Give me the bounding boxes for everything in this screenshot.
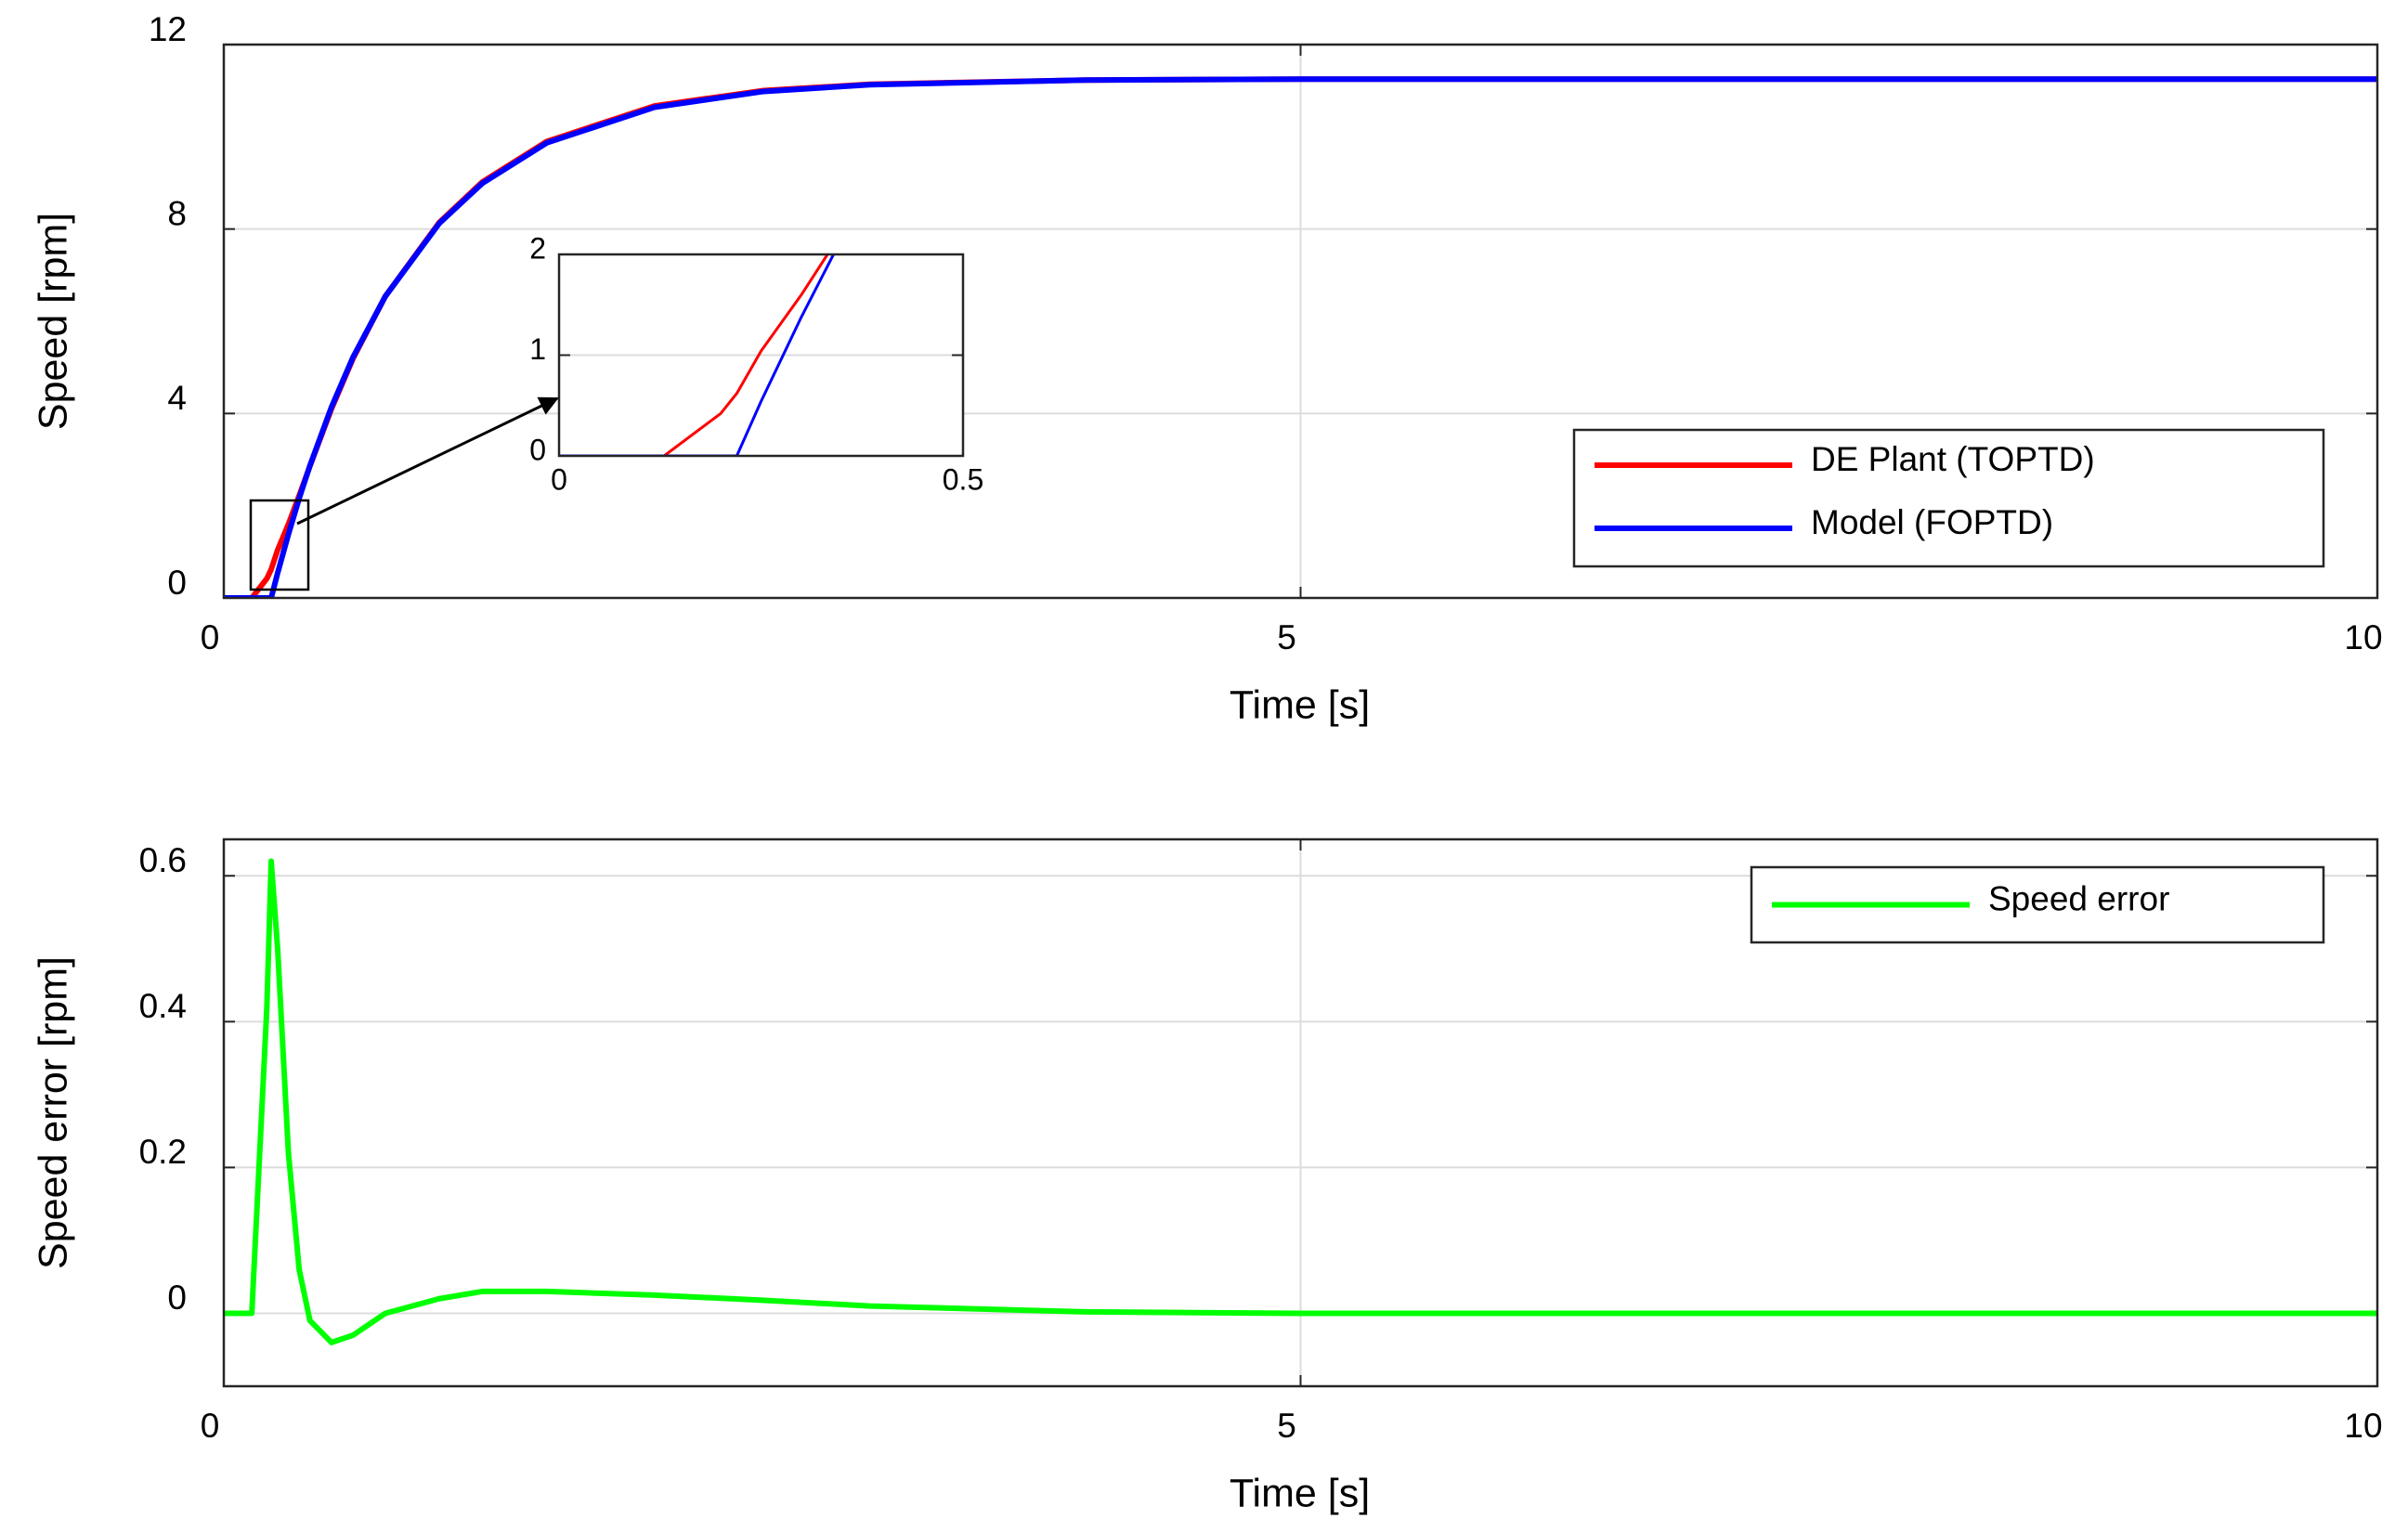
x-tick-label: 5 bbox=[1277, 1407, 1296, 1445]
y-tick-label: 2 bbox=[529, 231, 546, 265]
axes-frame bbox=[222, 43, 2379, 600]
y-tick-label: 8 bbox=[167, 194, 187, 232]
y-tick-label: 0 bbox=[529, 433, 546, 466]
legend-box bbox=[1572, 428, 2325, 568]
zoom-box bbox=[249, 499, 310, 591]
inset-chart: 0 1 2 0 0.5 bbox=[529, 231, 983, 496]
axes-frame bbox=[222, 837, 2379, 1388]
lines bbox=[224, 76, 2377, 598]
legend: DE Plant (TOPTD) Model (FOPTD) bbox=[1572, 428, 2325, 568]
data-line bbox=[559, 254, 829, 456]
x-tick-label: 0 bbox=[201, 1407, 220, 1445]
y-axis-label: Speed [rpm] bbox=[31, 213, 75, 430]
y-tick-label: 0 bbox=[167, 1279, 187, 1317]
legend-label: Speed error bbox=[1988, 879, 2169, 917]
lines bbox=[224, 858, 2377, 1345]
x-axis-label: Time [s] bbox=[1230, 682, 1370, 727]
y-tick-label: 1 bbox=[529, 332, 546, 366]
y-axis-label: Speed error [rpm] bbox=[31, 956, 75, 1269]
x-tick-label: 0.5 bbox=[943, 462, 983, 496]
y-tick-label: 0.6 bbox=[139, 841, 187, 879]
x-tick-label: 0 bbox=[201, 618, 220, 656]
x-tick-label: 0 bbox=[551, 462, 567, 496]
axes-frame bbox=[557, 253, 965, 458]
x-tick-label: 5 bbox=[1277, 618, 1296, 656]
y-tick-label: 0.2 bbox=[139, 1133, 187, 1171]
data-line bbox=[224, 858, 2377, 1345]
data-line bbox=[559, 254, 836, 456]
y-tick-label: 12 bbox=[149, 10, 187, 48]
legend-label: Model (FOPTD) bbox=[1811, 503, 2053, 541]
y-tick-label: 0.4 bbox=[139, 987, 187, 1025]
y-tick-label: 4 bbox=[167, 379, 187, 417]
data-line bbox=[224, 76, 2377, 598]
zoom-arrow bbox=[296, 396, 559, 526]
x-axis-label: Time [s] bbox=[1230, 1471, 1370, 1515]
lines bbox=[559, 254, 836, 456]
chart: 0 0.2 0.4 0.6 0 5 10 Speed error [rpm] Time [s] S… bbox=[31, 837, 2383, 1515]
legend: Speed error bbox=[1750, 865, 2325, 944]
y-tick-label: 0 bbox=[167, 564, 187, 602]
legend-label: DE Plant (TOPTD) bbox=[1811, 440, 2095, 478]
x-tick-label: 10 bbox=[2344, 618, 2382, 656]
x-tick-label: 10 bbox=[2344, 1407, 2382, 1445]
